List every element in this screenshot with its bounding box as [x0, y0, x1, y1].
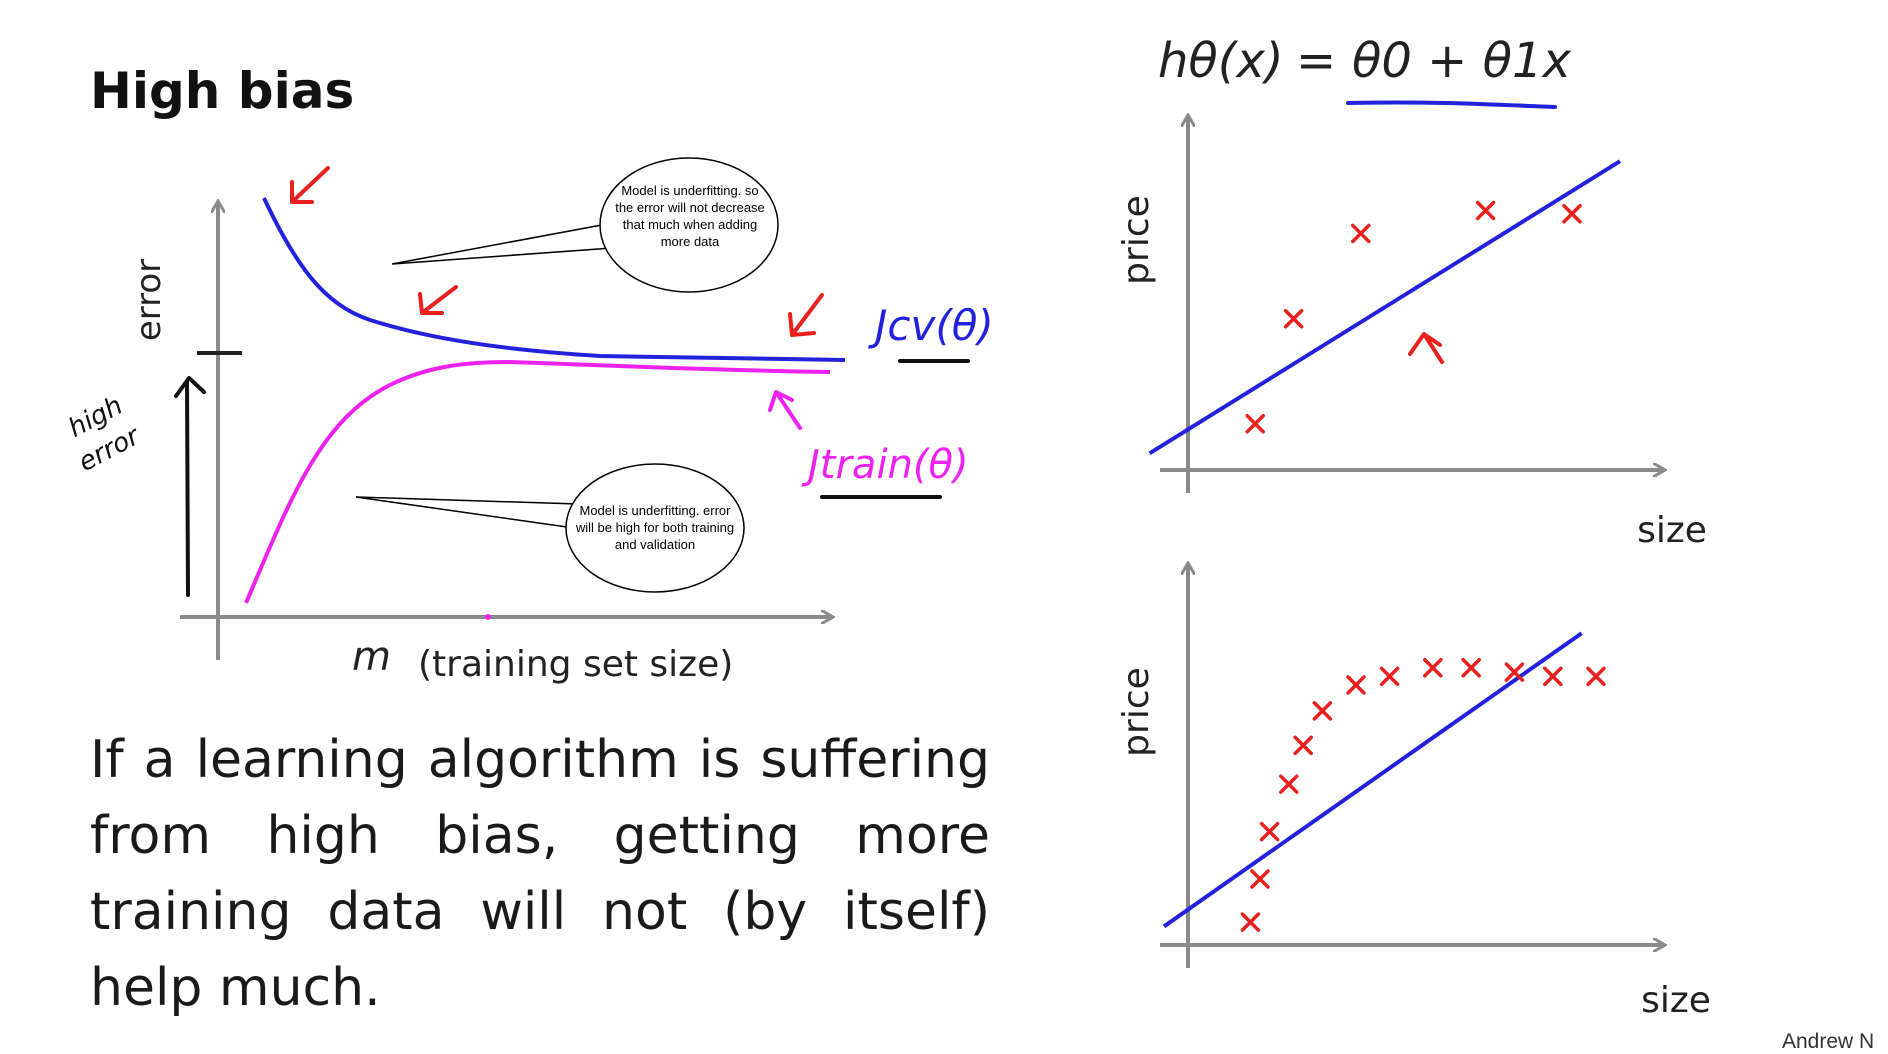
plot-2-point-7 — [1346, 675, 1366, 695]
plot-1-point-2 — [1283, 309, 1304, 329]
jcv-label: Jcv(θ) — [868, 301, 994, 350]
jcv-curve — [262, 197, 846, 362]
plot-1-point-1 — [1245, 414, 1265, 434]
high-error-arrowhead — [174, 376, 206, 398]
right-plots: size price size price — [1116, 116, 1711, 1021]
plot-2-point-4 — [1279, 774, 1299, 794]
plot-2-point-6 — [1312, 701, 1333, 721]
high-error-arrow — [185, 380, 190, 597]
plot-2-ylabel: price — [1116, 667, 1157, 757]
plot-2-point-5 — [1293, 735, 1313, 756]
author-credit: Andrew N — [1782, 1030, 1875, 1053]
magenta-annotation-arrow — [768, 390, 802, 430]
plot-1-point-5 — [1562, 203, 1582, 224]
slide-body-text: If a learning algorithm is suffering fro… — [90, 730, 990, 1018]
plot-2-point-9 — [1423, 658, 1443, 678]
hypothesis-formula: hθ(x) = θ0 + θ1x — [1158, 33, 1572, 109]
learning-curve: error m (training set size) high error J… — [64, 157, 994, 685]
fit-line-arrow — [1408, 332, 1444, 364]
scatter-plot-1: size price — [1116, 116, 1707, 551]
learning-curve-ylabel: error — [129, 259, 169, 341]
callout-cv-tail — [391, 221, 619, 265]
callout-cv-text: Model is underfitting. so the error will… — [615, 183, 765, 249]
plot-2-point-1 — [1240, 912, 1261, 932]
plot-1-point-3 — [1351, 223, 1371, 244]
hypothesis-lhs: hθ(x) — [1158, 33, 1284, 89]
callout-train-text: Model is underfitting. error will be hig… — [575, 503, 735, 552]
plot-2-fit-line — [1162, 631, 1583, 929]
plot-2-point-12 — [1543, 666, 1563, 687]
jtrain-curve — [244, 359, 831, 604]
scatter-plot-2: size price — [1116, 564, 1711, 1021]
hypothesis-rhs: θ0 + θ1x — [1352, 33, 1572, 89]
learning-curve-xlabel-var: m — [352, 634, 391, 680]
axis-dot — [485, 614, 491, 620]
hypothesis-underline — [1346, 100, 1557, 109]
hypothesis-equals: = — [1296, 33, 1336, 89]
callout-cv-bubble — [599, 157, 779, 293]
red-arrow-1 — [290, 166, 330, 204]
red-annotation-arrows — [290, 166, 824, 337]
plot-2-point-3 — [1259, 821, 1280, 842]
plot-2-point-8 — [1379, 666, 1400, 687]
red-arrow-2 — [418, 285, 458, 315]
high-error-note: high error — [64, 391, 147, 478]
plot-1-xlabel: size — [1637, 510, 1707, 551]
plot-1-fit-line — [1148, 159, 1622, 456]
plot-1-point-4 — [1475, 200, 1496, 221]
plot-2-point-2 — [1250, 869, 1270, 889]
slide-title: High bias — [90, 62, 355, 120]
callout-train-bubble — [565, 463, 745, 593]
plot-2-point-10 — [1461, 658, 1481, 678]
plot-2-xlabel: size — [1641, 980, 1711, 1021]
callout-train-tail — [355, 496, 579, 529]
plot-2-point-11 — [1504, 662, 1525, 682]
plot-1-ylabel: price — [1116, 195, 1157, 285]
jtrain-label: Jtrain(θ) — [801, 442, 969, 488]
red-arrow-3 — [788, 293, 824, 337]
plot-2-point-13 — [1586, 666, 1606, 687]
learning-curve-xlabel: (training set size) — [418, 644, 733, 685]
